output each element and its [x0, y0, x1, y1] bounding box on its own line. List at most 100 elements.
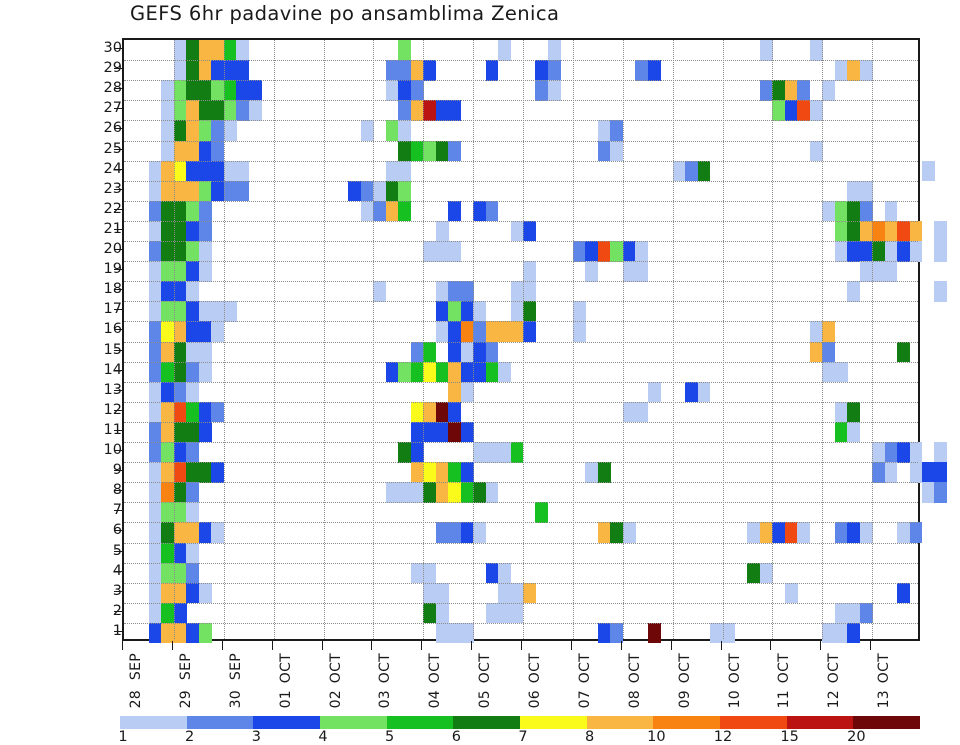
y-tick-mark — [114, 48, 122, 50]
heatmap-cell — [784, 522, 798, 543]
heatmap-cell — [872, 261, 885, 282]
heatmap-cell — [909, 220, 923, 242]
heatmap-cell — [859, 261, 873, 282]
heatmap-cell — [398, 40, 412, 61]
heatmap-cell — [198, 120, 212, 141]
heatmap-cell — [173, 301, 187, 322]
heatmap-cell — [173, 100, 187, 121]
heatmap-cell — [211, 140, 225, 161]
heatmap-cell — [822, 361, 836, 383]
heatmap-cell — [211, 60, 225, 81]
heatmap-cell — [647, 622, 661, 644]
heatmap-cell — [398, 361, 412, 383]
x-tick-month-label: OCT — [576, 653, 593, 684]
y-axis: 30 29 28 27 26 25 24 23 22 21 20 19 18 17 16 15 14 13 12 11… — [88, 38, 122, 641]
heatmap-cell — [385, 60, 399, 81]
heatmap-cell — [822, 321, 836, 342]
colorbar-tick-label: 2 — [185, 729, 195, 745]
y-tick-label: 12 — [103, 401, 122, 418]
y-tick-label: 25 — [103, 140, 122, 157]
x-tick-day-label: 28 — [128, 690, 144, 709]
heatmap-cell — [834, 220, 848, 242]
heatmap-cell — [236, 180, 250, 202]
y-tick-label: 23 — [103, 180, 122, 197]
y-tick-label: 14 — [103, 361, 122, 378]
heatmap-cell — [360, 200, 374, 222]
heatmap-cell — [448, 401, 462, 423]
heatmap-cell — [610, 140, 624, 161]
heatmap-cell — [148, 361, 162, 383]
heatmap-cell — [236, 60, 250, 81]
heatmap-cell — [198, 60, 212, 81]
heatmap-cell — [161, 140, 175, 161]
heatmap-cell — [148, 502, 162, 523]
heatmap-cell — [173, 40, 187, 61]
heatmap-cell — [759, 80, 773, 101]
heatmap-cell — [934, 241, 948, 262]
heatmap-cell — [460, 522, 474, 543]
heatmap-cell — [485, 341, 499, 362]
y-tick-mark — [114, 249, 122, 251]
heatmap-cell — [460, 321, 474, 342]
heatmap-cell — [473, 321, 486, 342]
heatmap-cell — [161, 522, 175, 543]
heatmap-cell — [473, 522, 486, 543]
heatmap-cell — [523, 321, 536, 342]
heatmap-cell — [198, 421, 212, 443]
heatmap-cell — [148, 241, 162, 262]
heatmap-cell — [897, 582, 910, 604]
x-tick-month-label: OCT — [726, 653, 743, 684]
colorbar-tick-label: 4 — [318, 729, 328, 745]
heatmap-cell — [161, 100, 175, 121]
heatmap-cell — [448, 522, 462, 543]
heatmap-cell — [460, 421, 474, 443]
y-tick-label: 24 — [103, 160, 122, 177]
y-tick-mark — [114, 68, 122, 70]
heatmap-cell — [186, 180, 200, 202]
heatmap-cell — [498, 321, 511, 342]
heatmap-cell — [834, 60, 848, 81]
heatmap-cell — [148, 180, 162, 202]
colorbar-bin — [386, 716, 454, 729]
x-tick-day-label: 05 — [477, 690, 494, 709]
y-tick-label: 17 — [103, 301, 122, 318]
heatmap-cell — [435, 462, 449, 483]
heatmap-cell — [934, 482, 948, 503]
heatmap-cell — [173, 241, 187, 262]
heatmap-cell — [647, 60, 661, 81]
heatmap-cell — [161, 160, 175, 182]
x-tick-month-label: OCT — [327, 653, 344, 684]
heatmap-cell — [173, 582, 187, 604]
heatmap-cell — [435, 482, 449, 503]
heatmap-cell — [385, 180, 399, 202]
x-tick-day-label: 11 — [776, 690, 793, 709]
heatmap-cell — [448, 241, 462, 262]
heatmap-cell — [148, 261, 162, 282]
heatmap-cell — [173, 522, 187, 543]
heatmap-cell — [410, 80, 424, 101]
heatmap-cell — [161, 482, 175, 503]
heatmap-cell — [435, 301, 449, 322]
heatmap-cell — [423, 421, 437, 443]
heatmap-cell — [922, 462, 935, 483]
heatmap-cell — [448, 462, 462, 483]
heatmap-cell — [473, 361, 486, 383]
heatmap-cell — [148, 220, 162, 242]
heatmap-cell — [148, 462, 162, 483]
heatmap-cell — [198, 40, 212, 61]
heatmap-cell — [248, 80, 262, 101]
heatmap-cell — [373, 180, 387, 202]
y-tick-label: 11 — [103, 421, 122, 438]
heatmap-cell — [173, 421, 187, 443]
heatmap-cell — [148, 602, 162, 624]
heatmap-cell — [747, 562, 761, 584]
y-tick-mark — [114, 490, 122, 492]
heatmap-cell — [248, 100, 262, 121]
heatmap-cell — [410, 462, 424, 483]
heatmap-cell — [223, 160, 237, 182]
x-tick-mark — [820, 641, 822, 650]
heatmap-cell — [161, 421, 175, 443]
heatmap-cell — [198, 522, 212, 543]
heatmap-cell — [772, 80, 786, 101]
heatmap-cell — [473, 200, 486, 222]
